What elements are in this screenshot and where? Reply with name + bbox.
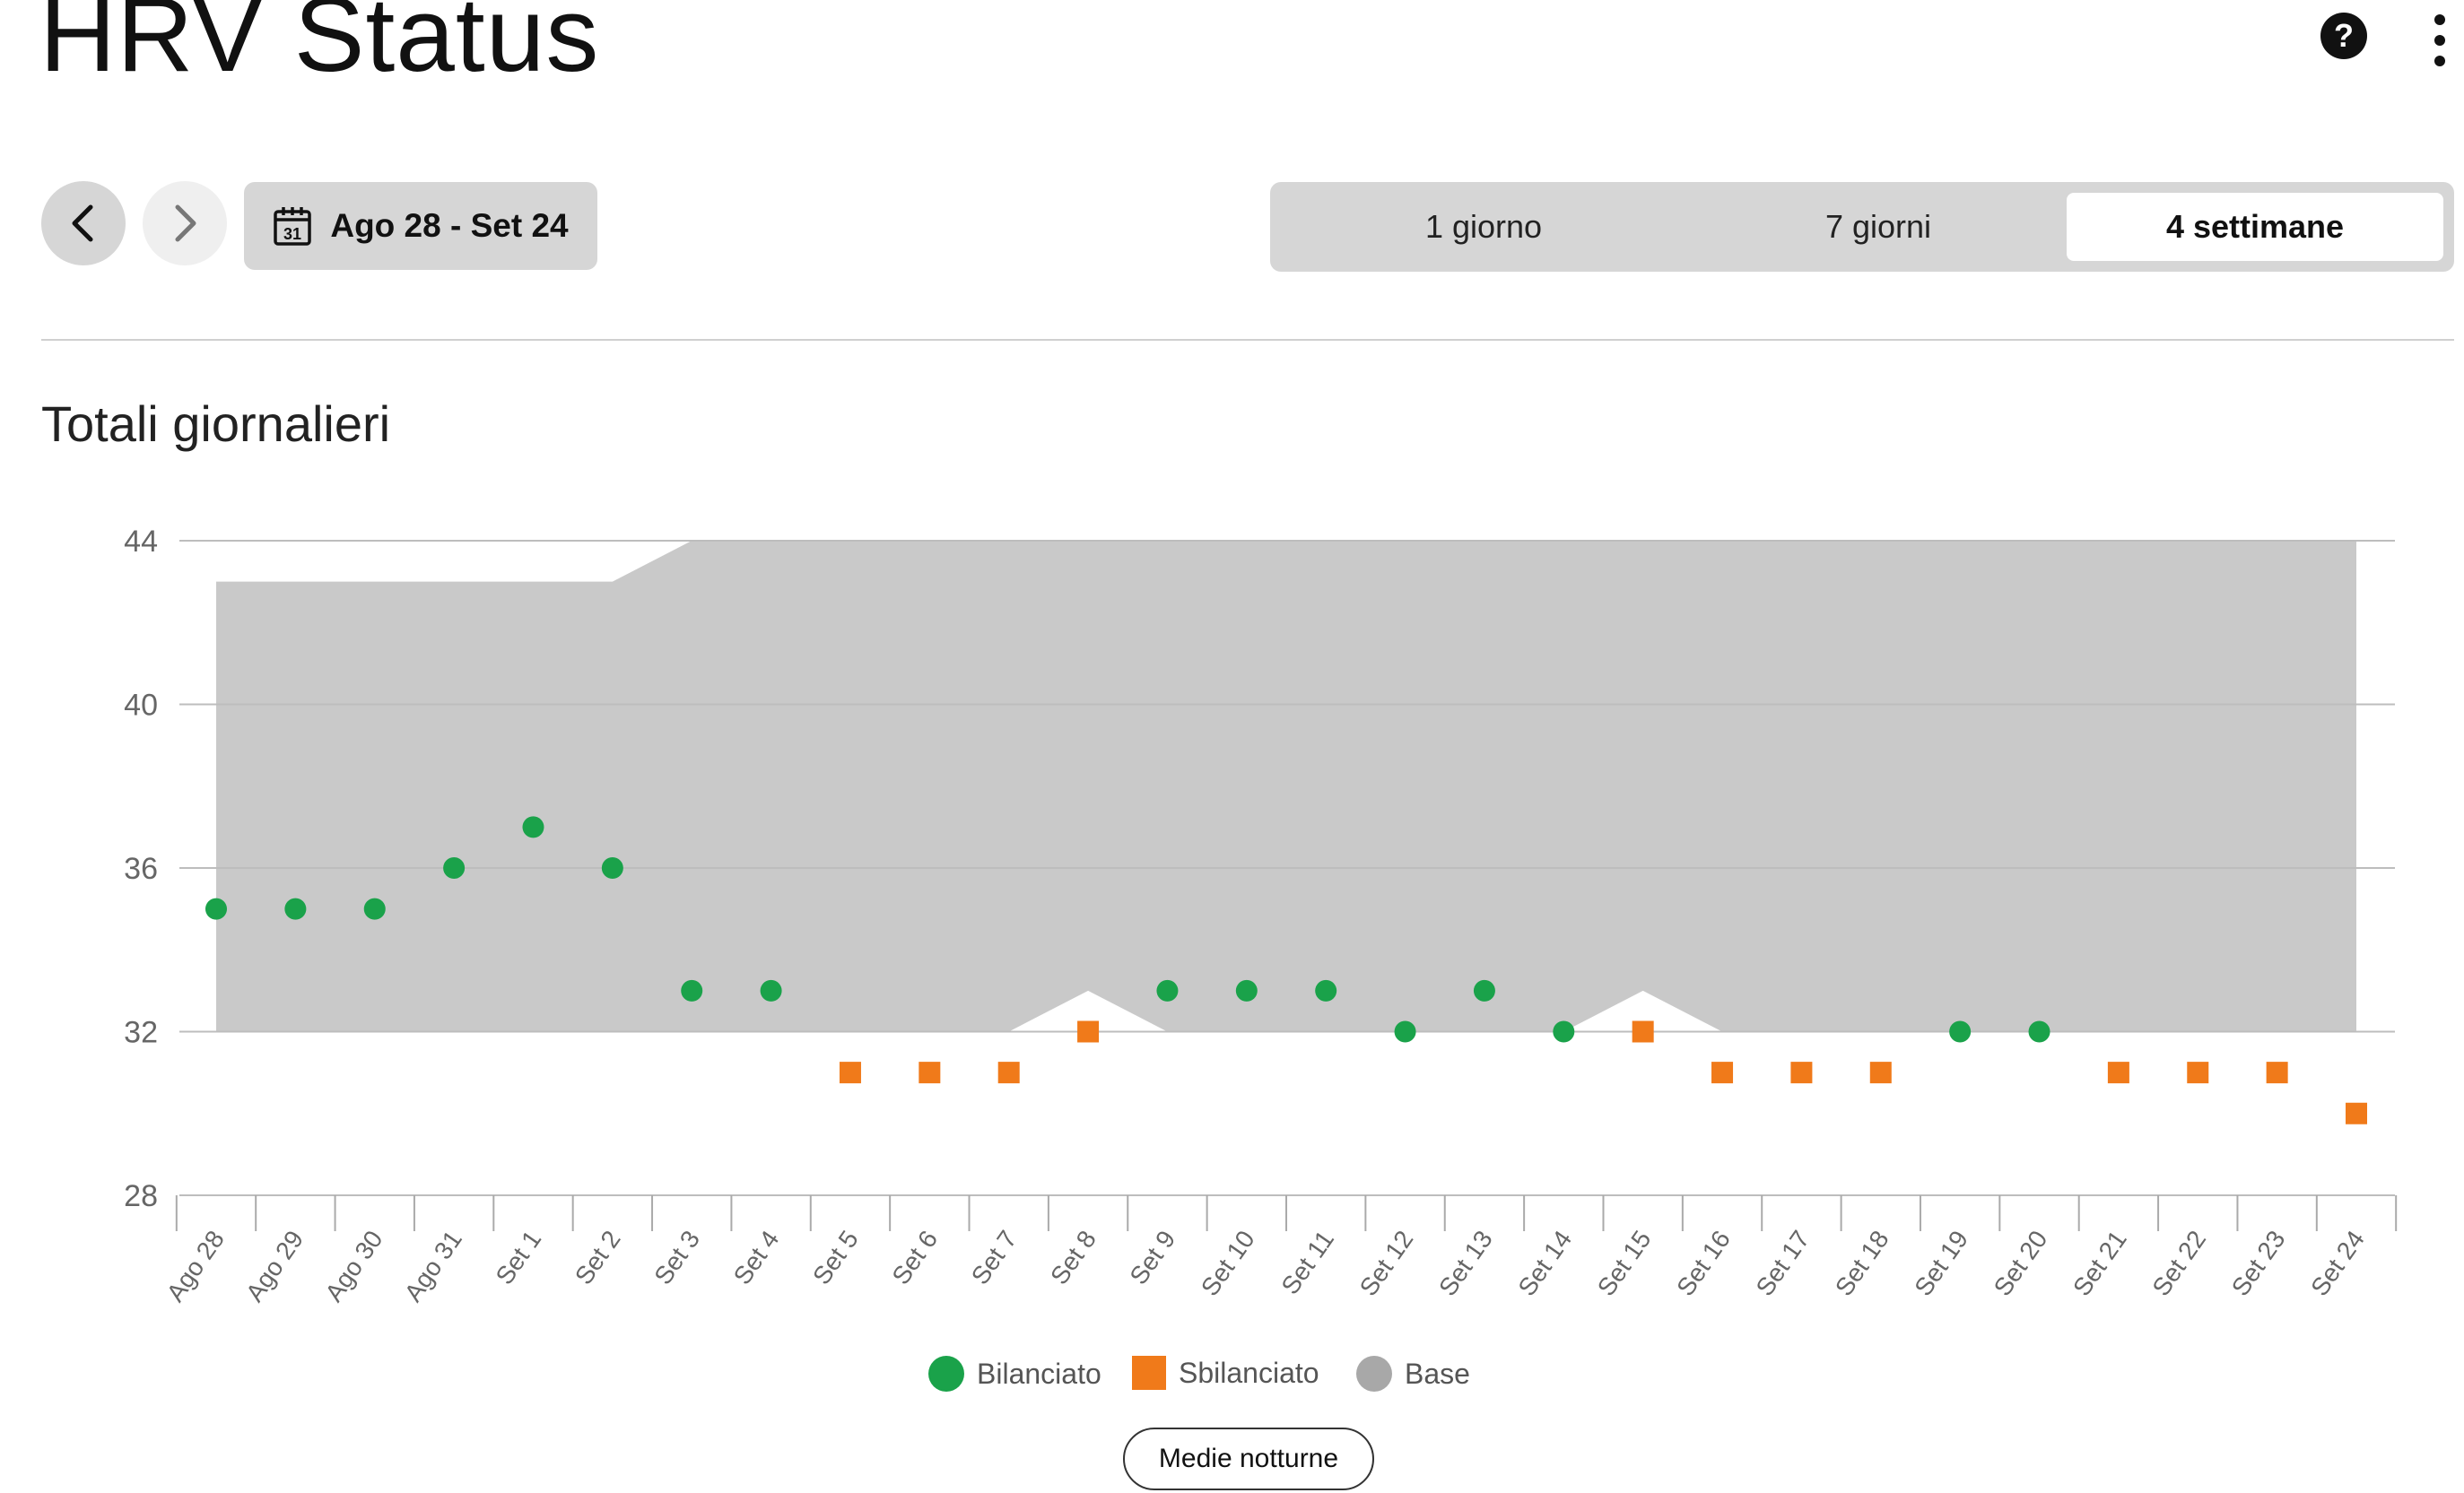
- header-divider: [41, 339, 2454, 341]
- legend-item-unbalanced: Sbilanciato: [1132, 1356, 1319, 1390]
- data-point-balanced: [363, 898, 386, 920]
- chevron-left-icon: [72, 204, 93, 242]
- x-tick-label: Set 22: [2146, 1226, 2211, 1301]
- x-tick-label: Set 12: [1354, 1226, 1419, 1301]
- svg-text:31: 31: [283, 225, 301, 243]
- data-point-balanced: [1949, 1020, 1972, 1043]
- data-point-unbalanced: [1711, 1062, 1734, 1084]
- data-point-balanced: [2028, 1020, 2050, 1043]
- x-tick-label: Set 3: [649, 1226, 705, 1289]
- next-period-button[interactable]: [143, 181, 227, 265]
- data-point-unbalanced: [1077, 1020, 1100, 1043]
- legend-label: Base: [1405, 1357, 1470, 1390]
- tab-7-days[interactable]: 7 giorni: [1824, 208, 1932, 245]
- x-tick-label: Set 24: [2305, 1226, 2370, 1301]
- tab-4-weeks[interactable]: 4 settimane: [2067, 193, 2443, 261]
- data-point-balanced: [443, 857, 466, 879]
- x-tick-label: Set 23: [2226, 1226, 2291, 1301]
- data-point-balanced: [1394, 1020, 1416, 1043]
- y-tick-label: 44: [124, 525, 158, 559]
- x-tick-label: Set 11: [1276, 1226, 1339, 1299]
- data-point-balanced: [1235, 979, 1258, 1002]
- data-point-unbalanced: [919, 1062, 941, 1084]
- x-tick-label: Set 21: [2068, 1226, 2132, 1301]
- data-point-balanced: [681, 979, 703, 1002]
- nightly-averages-button[interactable]: Medie notturne: [1123, 1428, 1374, 1490]
- x-tick-label: Set 10: [1196, 1226, 1260, 1301]
- y-tick-label: 28: [124, 1179, 158, 1213]
- data-point-balanced: [601, 857, 623, 879]
- x-tick-label: Ago 29: [240, 1226, 309, 1306]
- section-title: Totali giornalieri: [41, 395, 391, 452]
- page-title: HRV Status: [39, 0, 600, 94]
- y-tick-label: 36: [124, 852, 158, 886]
- hrv-chart: 28 32 36 40 44 Ago 28 Ago 29 Ago 30 Ago 31 Set 1 S…: [124, 525, 2398, 1306]
- data-point-balanced: [284, 898, 307, 920]
- x-tick-label: Set 6: [886, 1226, 943, 1289]
- x-tick-label: Set 13: [1433, 1226, 1498, 1301]
- data-point-unbalanced: [1632, 1020, 1654, 1043]
- data-point-unbalanced: [2187, 1062, 2209, 1084]
- x-tick-label: Set 4: [728, 1226, 785, 1289]
- date-range-button[interactable]: 31 Ago 28 - Set 24: [244, 182, 597, 270]
- data-point-balanced: [1553, 1020, 1575, 1043]
- x-tick-label: Set 20: [1989, 1226, 2053, 1301]
- date-range-label: Ago 28 - Set 24: [330, 207, 569, 244]
- calendar-icon: 31: [274, 207, 312, 246]
- chart-legend: Bilanciato Sbilanciato Base: [0, 1356, 2464, 1401]
- y-tick-label: 32: [124, 1016, 158, 1050]
- x-tick-label: Ago 30: [319, 1226, 387, 1306]
- data-point-balanced: [522, 816, 544, 838]
- period-selector: 1 giorno 7 giorni 4 settimane: [1270, 182, 2454, 272]
- data-point-unbalanced: [2107, 1062, 2129, 1084]
- x-tick-label: Ago 28: [161, 1226, 230, 1306]
- baseline-swatch: [1356, 1356, 1392, 1392]
- data-point-unbalanced: [1869, 1062, 1892, 1084]
- previous-period-button[interactable]: [41, 181, 126, 265]
- tab-1-day[interactable]: 1 giorno: [1424, 208, 1543, 245]
- x-tick-label: Set 1: [490, 1226, 546, 1289]
- baseline-band: [216, 541, 2356, 1032]
- data-point-unbalanced: [2346, 1102, 2367, 1124]
- vertical-ellipsis-icon[interactable]: [2431, 14, 2449, 66]
- x-tick-label: Set 18: [1830, 1226, 1894, 1301]
- x-tick-label: Set 8: [1045, 1226, 1101, 1289]
- x-tick-label: Set 5: [807, 1226, 864, 1289]
- question-circle-icon[interactable]: ?: [2320, 13, 2367, 59]
- data-point-balanced: [1156, 979, 1179, 1002]
- x-tick-label: Set 7: [966, 1226, 1023, 1289]
- data-point-balanced: [760, 979, 782, 1002]
- x-tick-label: Set 14: [1512, 1226, 1577, 1301]
- data-point-unbalanced: [997, 1062, 1020, 1084]
- data-point-unbalanced: [839, 1062, 861, 1084]
- y-tick-label: 40: [124, 689, 158, 723]
- data-point-unbalanced: [1790, 1062, 1813, 1084]
- chevron-right-icon: [175, 204, 196, 242]
- x-tick-label: Set 2: [570, 1226, 626, 1289]
- legend-label: Sbilanciato: [1179, 1356, 1319, 1389]
- balanced-swatch: [928, 1356, 964, 1392]
- x-tick-label: Set 19: [1909, 1226, 1973, 1301]
- unbalanced-swatch: [1132, 1356, 1166, 1390]
- legend-label: Bilanciato: [977, 1357, 1101, 1390]
- data-point-unbalanced: [2266, 1062, 2288, 1084]
- legend-item-balanced: Bilanciato: [928, 1356, 1101, 1392]
- x-tick-label: Set 17: [1750, 1226, 1815, 1301]
- x-tick-label: Ago 31: [399, 1226, 467, 1306]
- x-tick-label: Set 15: [1592, 1226, 1657, 1301]
- data-point-balanced: [1473, 979, 1495, 1002]
- data-point-balanced: [1315, 979, 1337, 1002]
- legend-item-baseline: Base: [1356, 1356, 1470, 1392]
- data-point-balanced: [205, 898, 227, 920]
- x-tick-label: Set 9: [1124, 1226, 1180, 1289]
- x-tick-label: Set 16: [1671, 1226, 1736, 1301]
